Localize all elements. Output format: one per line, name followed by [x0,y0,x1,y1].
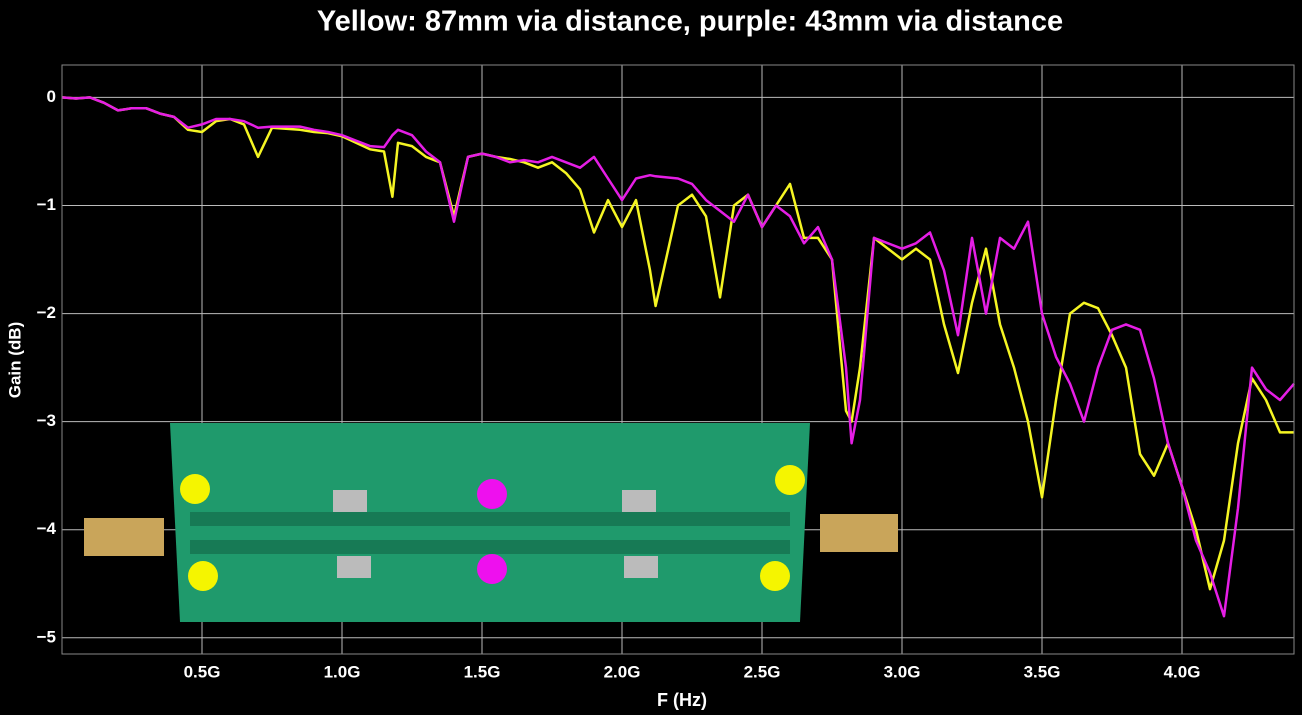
x-tick-label: 2.0G [604,662,641,681]
dot [180,474,210,504]
y-tick-label: −2 [37,303,56,322]
via [622,490,656,512]
y-axis-label: Gain (dB) [5,322,24,399]
y-tick-label: 0 [47,87,56,106]
x-tick-label: 1.5G [464,662,501,681]
connector [820,514,898,552]
y-tick-label: −1 [37,195,56,214]
trace [190,512,790,526]
dot [760,561,790,591]
x-tick-label: 0.5G [184,662,221,681]
lines [61,96,1295,618]
via [333,490,367,512]
y-tick-label: −3 [37,411,56,430]
connector [84,518,164,556]
dot [188,561,218,591]
dot [477,554,507,584]
x-tick-label: 4.0G [1164,662,1201,681]
x-tick-label: 3.5G [1024,662,1061,681]
x-tick-label: 3.0G [884,662,921,681]
chart-title: Yellow: 87mm via distance, purple: 43mm … [317,6,1063,38]
x-tick-label: 2.5G [744,662,781,681]
dot [477,479,507,509]
via [624,556,658,578]
pcb-photo [84,423,898,622]
plot-frame [61,64,1295,655]
via [337,556,371,578]
series-line [61,96,1295,618]
x-tick-label: 1.0G [324,662,361,681]
y-tick-label: −4 [37,519,57,538]
dot [775,465,805,495]
y-tick-label: −5 [37,627,56,646]
trace [190,540,790,554]
x-axis-label: F (Hz) [657,690,707,710]
